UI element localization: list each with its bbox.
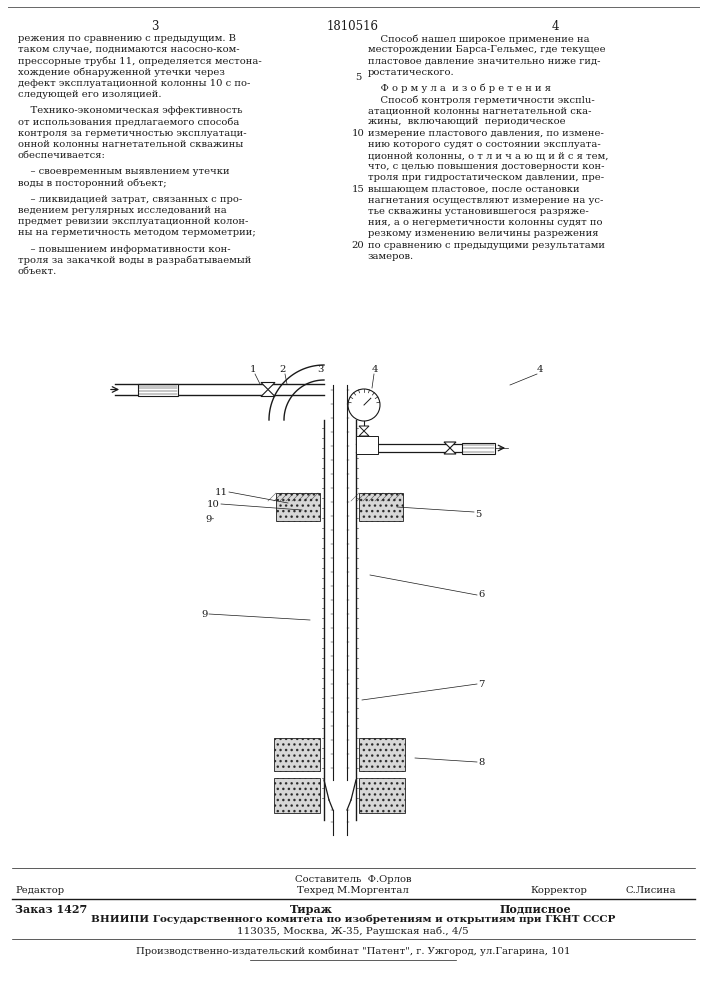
- Text: контроля за герметичностью эксплуатаци-: контроля за герметичностью эксплуатаци-: [18, 129, 247, 138]
- Text: 6: 6: [478, 590, 484, 599]
- Text: ростатического.: ростатического.: [368, 68, 455, 77]
- Text: прессорные трубы 11, определяется местона-: прессорные трубы 11, определяется местон…: [18, 56, 262, 66]
- Text: обеспечивается:: обеспечивается:: [18, 151, 106, 160]
- Polygon shape: [261, 382, 275, 389]
- Text: – ликвидацией затрат, связанных с про-: – ликвидацией затрат, связанных с про-: [18, 195, 243, 204]
- Bar: [462, 442, 495, 454]
- Text: вышающем пластовое, после остановки: вышающем пластовое, после остановки: [368, 185, 580, 194]
- Bar: [359, 778, 405, 813]
- Text: Техред М.Моргентал: Техред М.Моргентал: [297, 886, 409, 895]
- Text: дефект эксплуатационной колонны 10 с по-: дефект эксплуатационной колонны 10 с по-: [18, 79, 250, 88]
- Text: ведением регулярных исследований на: ведением регулярных исследований на: [18, 206, 227, 215]
- Text: 10: 10: [207, 500, 220, 509]
- Text: Способ нашел широкое применение на: Способ нашел широкое применение на: [368, 34, 590, 43]
- Text: от использования предлагаемого способа: от использования предлагаемого способа: [18, 117, 240, 127]
- Bar: [359, 493, 403, 521]
- Text: Заказ 1427: Заказ 1427: [15, 904, 87, 915]
- Text: ны на герметичность методом термометрии;: ны на герметичность методом термометрии;: [18, 228, 256, 237]
- Text: режения по сравнению с предыдущим. В: режения по сравнению с предыдущим. В: [18, 34, 236, 43]
- Bar: [359, 738, 405, 771]
- Text: – повышением информативности кон-: – повышением информативности кон-: [18, 245, 230, 254]
- Text: троля за закачкой воды в разрабатываемый: троля за закачкой воды в разрабатываемый: [18, 256, 252, 265]
- Bar: [356, 436, 378, 454]
- Text: Технико-экономическая эффективность: Технико-экономическая эффективность: [18, 106, 243, 115]
- Bar: [276, 493, 320, 521]
- Text: 20: 20: [351, 241, 364, 250]
- Text: 3: 3: [151, 20, 159, 33]
- Bar: [138, 383, 178, 395]
- Bar: [274, 738, 320, 771]
- Text: троля при гидростатическом давлении, пре-: троля при гидростатическом давлении, пре…: [368, 173, 604, 182]
- Polygon shape: [444, 442, 456, 448]
- Text: 9: 9: [201, 610, 208, 619]
- Text: 3: 3: [317, 365, 323, 374]
- Text: Корректор: Корректор: [530, 886, 587, 895]
- Text: 4: 4: [551, 20, 559, 33]
- Text: измерение пластового давления, по измене-: измерение пластового давления, по измене…: [368, 129, 604, 138]
- Text: 5: 5: [355, 73, 361, 82]
- Text: ВНИИПИ Государственного комитета по изобретениям и открытиям при ГКНТ СССР: ВНИИПИ Государственного комитета по изоб…: [90, 915, 615, 924]
- Text: жины,  включающий  периодическое: жины, включающий периодическое: [368, 117, 566, 126]
- Text: объект.: объект.: [18, 267, 57, 276]
- Text: 4: 4: [372, 365, 378, 374]
- Text: ния, а о негерметичности колонны судят по: ния, а о негерметичности колонны судят п…: [368, 218, 602, 227]
- Text: таком случае, поднимаются насосно-ком-: таком случае, поднимаются насосно-ком-: [18, 45, 240, 54]
- Text: пластовое давление значительно ниже гид-: пластовое давление значительно ниже гид-: [368, 56, 600, 65]
- Text: нию которого судят о состоянии эксплуата-: нию которого судят о состоянии эксплуата…: [368, 140, 601, 149]
- Text: Производственно-издательский комбинат "Патент", г. Ужгород, ул.Гагарина, 101: Производственно-издательский комбинат "П…: [136, 946, 571, 956]
- Text: Подписное: Подписное: [500, 904, 572, 915]
- Polygon shape: [261, 389, 275, 396]
- Text: ционной колонны, о т л и ч а ю щ и й с я тем,: ционной колонны, о т л и ч а ю щ и й с я…: [368, 151, 609, 160]
- Text: Составитель  Ф.Орлов: Составитель Ф.Орлов: [295, 875, 411, 884]
- Text: 10: 10: [351, 129, 364, 138]
- Text: следующей его изоляцией.: следующей его изоляцией.: [18, 90, 161, 99]
- Text: 1: 1: [250, 365, 256, 374]
- Text: 113035, Москва, Ж-35, Раушская наб., 4/5: 113035, Москва, Ж-35, Раушская наб., 4/5: [237, 926, 469, 936]
- Text: – своевременным выявлением утечки: – своевременным выявлением утечки: [18, 167, 230, 176]
- Text: что, с целью повышения достоверности кон-: что, с целью повышения достоверности кон…: [368, 162, 604, 171]
- Text: 2: 2: [280, 365, 286, 374]
- Text: Тираж: Тираж: [290, 904, 333, 915]
- Text: С.Лисина: С.Лисина: [625, 886, 676, 895]
- Polygon shape: [359, 431, 369, 436]
- Text: Способ контроля герметичности экспlu-: Способ контроля герметичности экспlu-: [368, 95, 595, 105]
- Text: 5: 5: [475, 510, 481, 519]
- Text: месторождении Барса-Гельмес, где текущее: месторождении Барса-Гельмес, где текущее: [368, 45, 606, 54]
- Text: предмет ревизии эксплуатационной колон-: предмет ревизии эксплуатационной колон-: [18, 217, 248, 226]
- Text: резкому изменению величины разрежения: резкому изменению величины разрежения: [368, 229, 599, 238]
- Text: 7: 7: [478, 680, 484, 689]
- Text: тье скважины установившегося разряже-: тье скважины установившегося разряже-: [368, 207, 589, 216]
- Text: Ф о р м у л а  и з о б р е т е н и я: Ф о р м у л а и з о б р е т е н и я: [368, 84, 551, 93]
- Text: воды в посторонний объект;: воды в посторонний объект;: [18, 178, 167, 188]
- Text: нагнетания осуществляют измерение на ус-: нагнетания осуществляют измерение на ус-: [368, 196, 603, 205]
- Polygon shape: [444, 448, 456, 454]
- Text: по сравнению с предыдущими результатами: по сравнению с предыдущими результатами: [368, 241, 605, 250]
- Bar: [274, 778, 320, 813]
- Text: атационной колонны нагнетательной ска-: атационной колонны нагнетательной ска-: [368, 106, 592, 115]
- Text: 8: 8: [478, 758, 484, 767]
- Text: хождение обнаруженной утечки через: хождение обнаруженной утечки через: [18, 68, 225, 77]
- Text: 4: 4: [537, 365, 543, 374]
- Text: Редактор: Редактор: [15, 886, 64, 895]
- Polygon shape: [359, 426, 369, 431]
- Text: 15: 15: [351, 185, 364, 194]
- Text: 9·: 9·: [206, 515, 215, 524]
- Text: 11: 11: [215, 488, 228, 497]
- Text: замеров.: замеров.: [368, 252, 414, 261]
- Text: онной колонны нагнетательной скважины: онной колонны нагнетательной скважины: [18, 140, 243, 149]
- Text: 1810516: 1810516: [327, 20, 379, 33]
